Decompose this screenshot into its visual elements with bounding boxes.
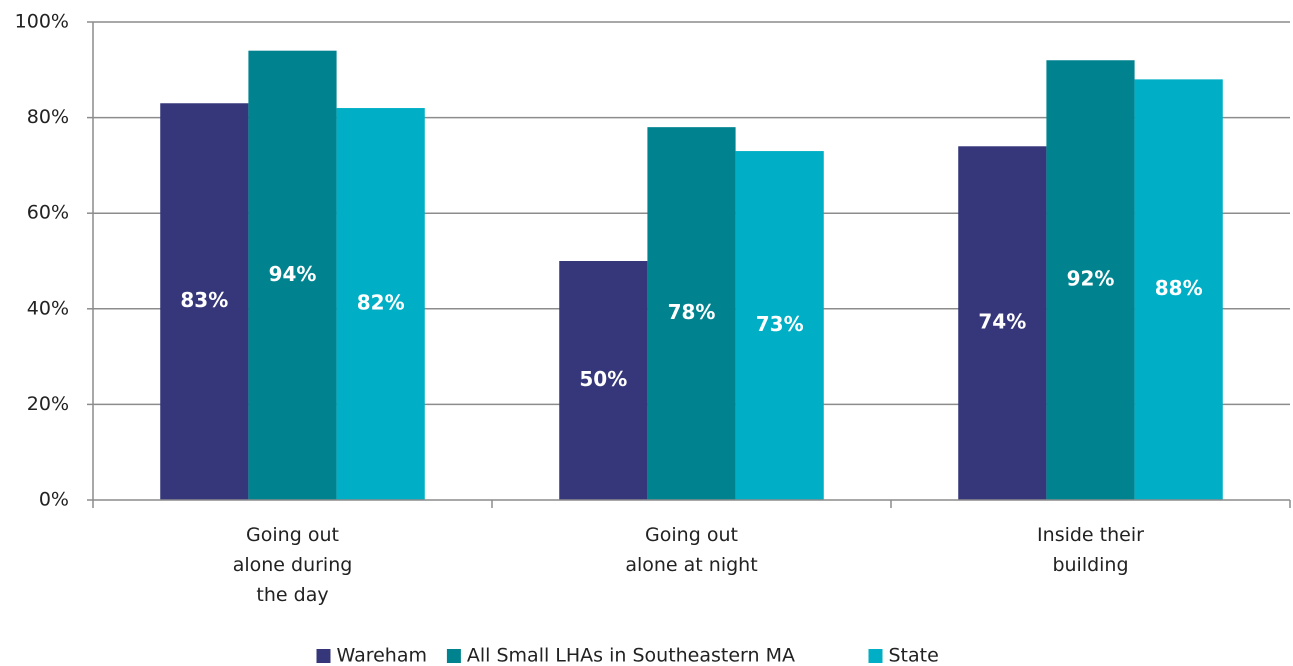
value-label: 82% — [357, 291, 405, 315]
value-label: 92% — [1067, 267, 1115, 291]
bar — [160, 103, 249, 500]
value-label: 78% — [668, 300, 716, 324]
legend-label: Wareham — [337, 645, 428, 666]
value-label: 50% — [579, 367, 627, 391]
y-tick-label: 60% — [27, 202, 69, 224]
value-label: 88% — [1155, 276, 1203, 300]
bar — [336, 108, 425, 500]
y-tick-label: 20% — [27, 393, 69, 415]
bar — [1134, 79, 1223, 501]
bar — [958, 146, 1047, 500]
bar — [559, 261, 648, 500]
legend-swatch — [316, 649, 331, 663]
bar — [647, 127, 736, 500]
value-label: 94% — [269, 262, 317, 286]
legend-swatch — [868, 649, 883, 663]
legend-swatch — [446, 649, 461, 663]
value-label: 74% — [978, 310, 1026, 334]
legend-label: All Small LHAs in Southeastern MA — [467, 645, 795, 666]
bar — [248, 50, 337, 501]
x-tick-label: Going out alone during the day — [233, 524, 353, 606]
legend-label: State — [889, 645, 939, 666]
x-tick-label: Inside their building — [1037, 524, 1144, 576]
y-tick-label: 100% — [15, 11, 69, 33]
bar — [1046, 60, 1135, 501]
bar — [735, 151, 824, 500]
y-tick-label: 80% — [27, 106, 69, 128]
value-label: 73% — [756, 312, 804, 336]
y-tick-label: 40% — [27, 297, 69, 319]
x-tick-label: Going out alone at night — [625, 524, 757, 576]
value-label: 83% — [180, 288, 228, 312]
y-tick-label: 0% — [39, 489, 69, 511]
